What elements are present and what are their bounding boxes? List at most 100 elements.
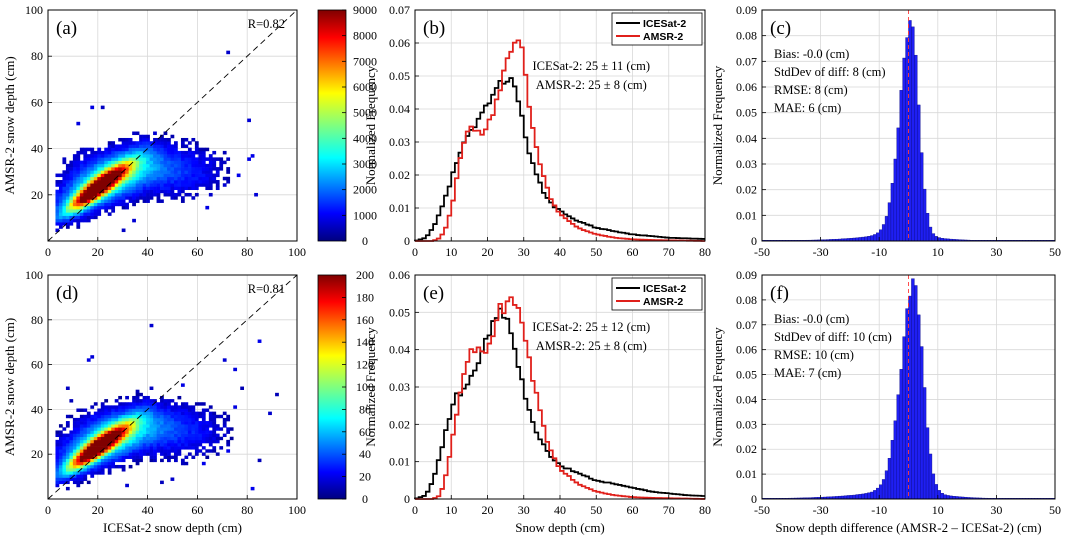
- density-cell: [132, 433, 136, 438]
- density-cell: [125, 163, 129, 168]
- density-cell: [79, 147, 84, 152]
- density-cell: [198, 427, 203, 431]
- histogram-bar: [911, 26, 915, 242]
- density-cell: [86, 154, 91, 158]
- density-cell: [139, 196, 143, 200]
- histogram-bar: [914, 54, 918, 242]
- y-axis-label: AMSR-2 snow depth (cm): [2, 56, 17, 194]
- density-cell: [128, 421, 133, 425]
- density-cell: [180, 408, 185, 412]
- density-cell: [219, 167, 224, 171]
- density-cell: [65, 471, 70, 475]
- density-cell: [187, 430, 192, 434]
- histogram-bar: [887, 202, 892, 242]
- x-tick-label: 20: [92, 503, 104, 517]
- density-cell: [226, 157, 231, 161]
- density-cell: [90, 192, 95, 197]
- density-cell: [97, 209, 102, 213]
- density-cell: [114, 464, 119, 469]
- y-tick-label: 0.07: [736, 54, 757, 68]
- density-cell: [153, 192, 157, 197]
- density-cell: [201, 402, 206, 406]
- density-cell: [104, 199, 109, 203]
- density-cell: [121, 173, 126, 178]
- density-cell: [79, 196, 84, 200]
- density-cell: [191, 427, 196, 431]
- density-cell: [121, 228, 126, 233]
- density-cell: [173, 414, 178, 419]
- y-tick-label: 0.02: [389, 168, 410, 182]
- density-cell: [135, 455, 140, 459]
- density-cell: [191, 411, 196, 416]
- density-cell: [194, 180, 199, 184]
- y-tick-label: 0.06: [736, 80, 757, 94]
- density-cell: [69, 430, 74, 434]
- density-cell: [125, 433, 129, 438]
- density-cell: [55, 455, 60, 459]
- density-cell: [167, 414, 171, 419]
- density-cell: [160, 141, 164, 145]
- density-cell: [173, 173, 178, 178]
- density-cell: [163, 452, 168, 456]
- density-cell: [107, 147, 112, 152]
- density-cell: [79, 202, 84, 207]
- density-cell: [142, 189, 147, 194]
- density-cell: [160, 405, 164, 409]
- density-cell: [86, 446, 91, 450]
- density-cell: [205, 157, 210, 161]
- density-cell: [167, 173, 171, 178]
- density-cell: [107, 176, 112, 181]
- density-cell: [142, 186, 147, 191]
- density-cell: [97, 150, 102, 155]
- density-cell: [146, 170, 150, 174]
- density-cell: [160, 408, 164, 412]
- density-cell: [121, 137, 126, 142]
- density-cell: [104, 443, 109, 447]
- density-cell: [146, 414, 150, 419]
- density-cell: [97, 455, 102, 459]
- panel-label: (a): [56, 18, 77, 39]
- density-cell: [55, 199, 60, 203]
- density-cell: [201, 176, 206, 181]
- density-cell: [132, 196, 136, 200]
- density-cell: [226, 170, 231, 174]
- density-cell: [69, 160, 74, 165]
- density-cell: [208, 414, 213, 419]
- density-cell: [198, 180, 203, 184]
- density-cell: [90, 154, 95, 158]
- density-cell: [55, 205, 60, 210]
- density-cell: [125, 436, 129, 441]
- density-cell: [55, 461, 60, 466]
- density-cell: [167, 405, 171, 409]
- density-cell: [72, 189, 77, 194]
- density-cell: [177, 439, 182, 444]
- density-cell: [173, 144, 178, 148]
- density-cell: [132, 449, 136, 453]
- density-cell: [142, 414, 147, 419]
- plot-frame: [761, 9, 1056, 242]
- density-cell: [83, 430, 88, 434]
- density-cell: [170, 180, 175, 184]
- density-cell: [86, 449, 91, 453]
- density-cell: [163, 455, 168, 459]
- density-cell: [233, 405, 238, 409]
- density-cell: [128, 402, 133, 406]
- histogram-bar: [861, 493, 865, 500]
- density-cell: [180, 443, 185, 447]
- density-cell: [160, 176, 164, 181]
- density-cell: [187, 170, 192, 174]
- histogram-bar: [864, 493, 868, 500]
- density-cell: [79, 471, 84, 475]
- density-cell: [146, 176, 150, 181]
- density-cell: [142, 408, 147, 412]
- density-cell: [135, 449, 140, 453]
- density-cell: [177, 449, 182, 453]
- density-cell: [97, 170, 102, 174]
- density-cell: [146, 147, 150, 152]
- density-cell: [104, 154, 109, 158]
- density-cell: [104, 411, 109, 416]
- density-cell: [69, 218, 74, 223]
- density-cell: [97, 439, 102, 444]
- density-cell: [86, 212, 91, 216]
- y-tick-label: 0.08: [736, 293, 757, 307]
